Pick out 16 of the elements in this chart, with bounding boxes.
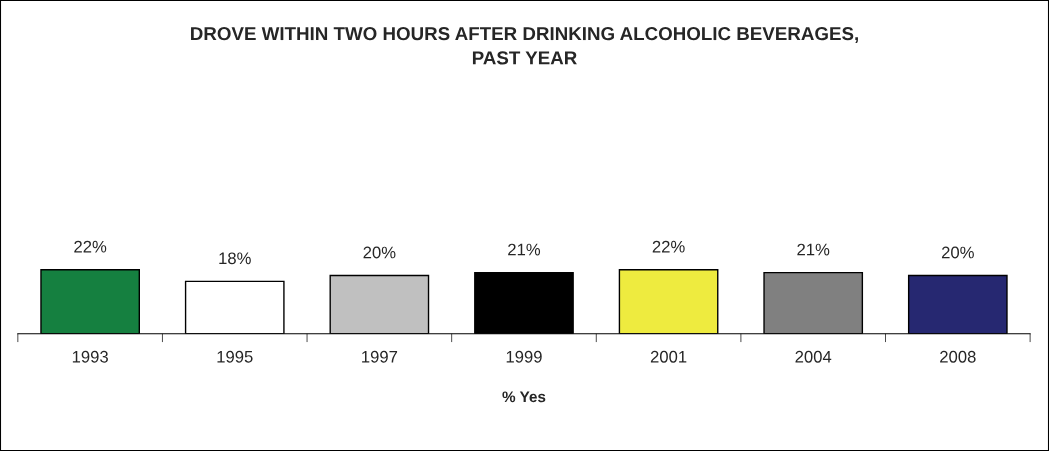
- data-label: 22%: [652, 240, 685, 253]
- data-label: 21%: [797, 243, 830, 256]
- chart-title: DROVE WITHIN TWO HOURS AFTER DRINKING ALCOHOLIC BEVERAGES, PAST YEAR: [191, 26, 858, 65]
- x-tick-label: 1993: [72, 350, 108, 363]
- data-label: 20%: [363, 246, 396, 259]
- x-axis-title: % Yes: [502, 391, 546, 403]
- data-label: 21%: [508, 243, 541, 256]
- data-label: 20%: [941, 246, 974, 259]
- data-label: 18%: [219, 252, 251, 265]
- x-tick-label: 2004: [795, 350, 832, 363]
- x-tick-label: 1995: [217, 350, 253, 363]
- x-tick-label: 2008: [940, 350, 976, 363]
- x-tick-label: 1999: [506, 350, 542, 363]
- x-tick-label: 2001: [650, 350, 687, 363]
- x-tick-label: 1997: [362, 350, 398, 363]
- data-label: 22%: [74, 240, 107, 253]
